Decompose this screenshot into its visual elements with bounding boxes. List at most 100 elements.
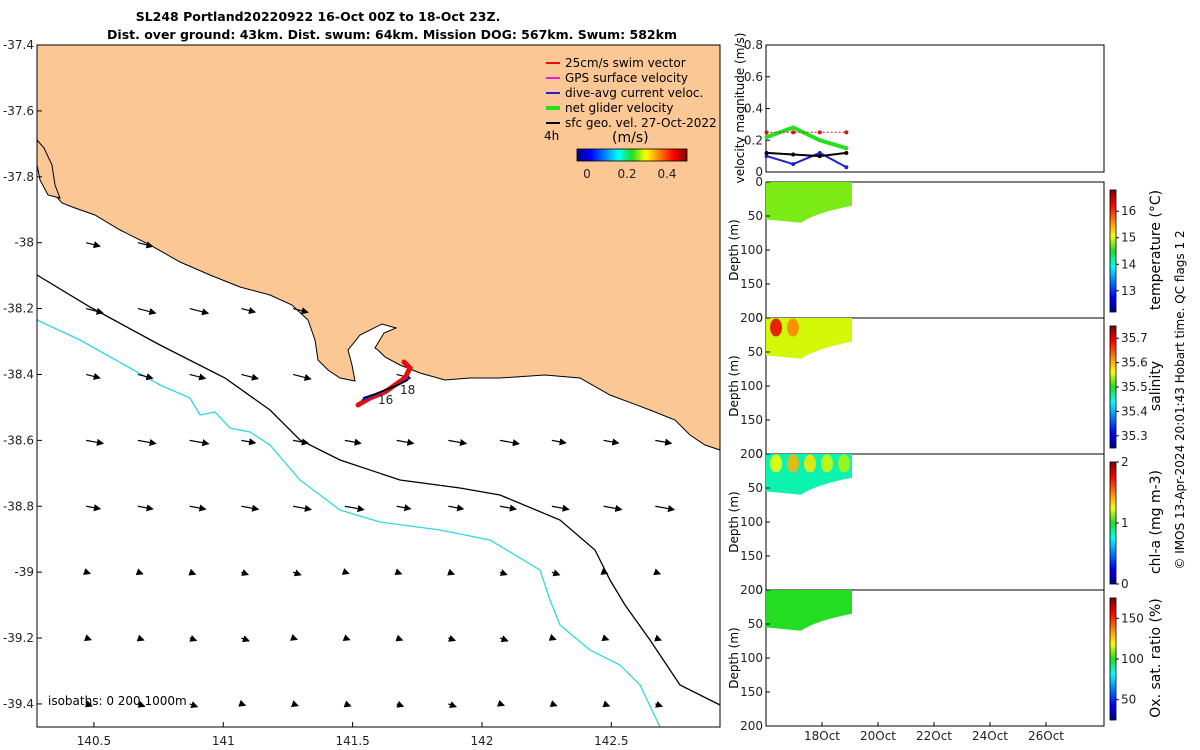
vector-arrow-icon xyxy=(86,307,104,315)
depth-ytick-label: 50 xyxy=(748,617,763,631)
depth-colorbar xyxy=(1109,597,1117,721)
vector-arrow-icon xyxy=(551,504,570,512)
vector-arrow-icon xyxy=(499,569,508,576)
map-ytick-label: -38.6 xyxy=(3,433,34,447)
track-label-18: 18 xyxy=(400,383,415,397)
vector-arrow-icon xyxy=(600,568,609,575)
isobath-1000m xyxy=(36,319,661,728)
depth-data-spot xyxy=(838,454,850,473)
depth-ytick-label: 150 xyxy=(740,685,763,699)
depth-data-patch xyxy=(766,590,852,631)
isobath-label: isobaths: 0 200 1000m xyxy=(48,694,187,708)
depth-ytick-label: 100 xyxy=(740,379,763,393)
velocity-point xyxy=(764,130,769,135)
velocity-point xyxy=(764,154,769,159)
vector-arrow-icon xyxy=(603,438,620,446)
vector-arrow-icon xyxy=(396,504,412,512)
swim-vector-track xyxy=(355,359,414,408)
depth-data-area xyxy=(766,590,852,631)
depth-data-patch xyxy=(766,318,852,359)
vector-arrow-icon xyxy=(241,569,250,576)
vector-arrow-icon xyxy=(601,634,610,642)
depth-ytick-label: 200 xyxy=(740,311,763,325)
vector-arrow-icon xyxy=(394,568,403,576)
map-ytick-label: -37.4 xyxy=(3,38,34,52)
velocity-point xyxy=(764,135,769,140)
vector-arrow-icon xyxy=(136,634,145,642)
colorbar-tick-label: 16 xyxy=(1121,204,1136,218)
map-legend: 25cm/s swim vector GPS surface velocity … xyxy=(544,56,717,181)
colorbar-tick-label: 1 xyxy=(1121,516,1129,530)
legend-gps: GPS surface velocity xyxy=(565,71,688,85)
vector-arrow-icon xyxy=(548,633,557,641)
depth-ytick-label: 0 xyxy=(755,447,763,461)
velocity-ylabel: velocity magnitude (m/s) xyxy=(733,33,747,184)
map-ytick-label: -39 xyxy=(14,565,34,579)
velocity-point xyxy=(791,130,796,135)
depth-data-spot xyxy=(770,454,782,473)
vector-arrow-icon xyxy=(135,568,144,576)
legend-net: net glider velocity xyxy=(565,101,673,115)
glider-track: 16 18 xyxy=(355,359,415,408)
vector-arrow-icon xyxy=(241,504,260,512)
vector-arrow-icon xyxy=(551,569,561,577)
colorbar-tick-label: 100 xyxy=(1121,652,1144,666)
vector-arrow-icon xyxy=(653,568,662,576)
vector-arrow-icon xyxy=(241,635,251,643)
colorbar-tick-label: 15 xyxy=(1121,231,1136,245)
depth-ytick-label: 200 xyxy=(740,719,763,733)
vector-arrow-icon xyxy=(137,504,154,512)
footer-text: © IMOS 13-Apr-2024 20:01:43 Hobart time.… xyxy=(1173,230,1187,569)
vector-arrow-icon xyxy=(655,505,676,513)
vector-arrow-icon xyxy=(499,439,520,447)
vector-arrow-icon xyxy=(189,701,199,709)
vector-arrow-icon xyxy=(292,307,309,315)
depth-ytick-label: 0 xyxy=(755,175,763,189)
vector-arrow-icon xyxy=(396,438,415,446)
depth-data-area xyxy=(766,182,852,223)
vector-arrow-icon xyxy=(241,373,260,381)
map-xtick-label: 141 xyxy=(212,734,235,748)
vector-arrow-icon xyxy=(499,635,509,643)
legend-swim: 25cm/s swim vector xyxy=(565,56,686,70)
time-tick-label: 20Oct xyxy=(860,729,896,743)
vector-arrow-icon xyxy=(551,438,567,446)
isobath-0m xyxy=(36,274,721,706)
depth-colorbar xyxy=(1109,189,1117,313)
colorbar-tick-label: 35.7 xyxy=(1121,331,1148,345)
colorbar-label: temperature (°C) xyxy=(1148,190,1164,310)
vector-arrow-icon xyxy=(189,373,207,381)
velocity-series-1 xyxy=(766,151,847,169)
colorbar-tick-label: 14 xyxy=(1121,257,1136,271)
vector-arrow-icon xyxy=(86,372,101,380)
vector-arrow-icon xyxy=(83,634,92,642)
vector-arrow-icon xyxy=(655,700,664,708)
vector-arrow-icon xyxy=(447,568,456,576)
velocity-ytick-label: 0.8 xyxy=(744,38,763,52)
vector-arrow-icon xyxy=(241,307,257,315)
vector-arrow-icon xyxy=(603,504,623,512)
vector-arrow-icon xyxy=(448,635,457,642)
title-line-2: Dist. over ground: 43km. Dist. swum: 64k… xyxy=(107,27,677,42)
title-line-1: SL248 Portland20220922 16-Oct 00Z to 18-… xyxy=(136,9,501,24)
net-track xyxy=(362,379,409,399)
vector-arrow-icon xyxy=(293,504,313,512)
vector-arrow-icon xyxy=(343,700,352,708)
vector-arrow-icon xyxy=(341,568,350,575)
depth-data-spot xyxy=(804,454,816,473)
colorbar-tick-label: 0 xyxy=(1121,577,1129,591)
map-xtick-label: 141.5 xyxy=(335,734,369,748)
vector-arrow-icon xyxy=(448,701,457,709)
vector-arrow-icon xyxy=(86,241,101,249)
map-xtick-label: 142.5 xyxy=(594,734,628,748)
map-ytick-label: -38.4 xyxy=(3,367,34,381)
vector-arrow-icon xyxy=(654,634,663,642)
map-panel: 16 18 -37.4-37.6-37.8-38-38.2-38.4-38.6-… xyxy=(3,38,721,748)
vector-arrow-icon xyxy=(137,700,146,708)
legend-geo: sfc geo. vel. 27-Oct-2022 xyxy=(565,116,717,130)
map-land xyxy=(36,44,721,451)
colorbar-tick-label: 150 xyxy=(1121,611,1144,625)
vector-arrow-icon xyxy=(189,307,210,316)
depth-ytick-label: 150 xyxy=(740,549,763,563)
